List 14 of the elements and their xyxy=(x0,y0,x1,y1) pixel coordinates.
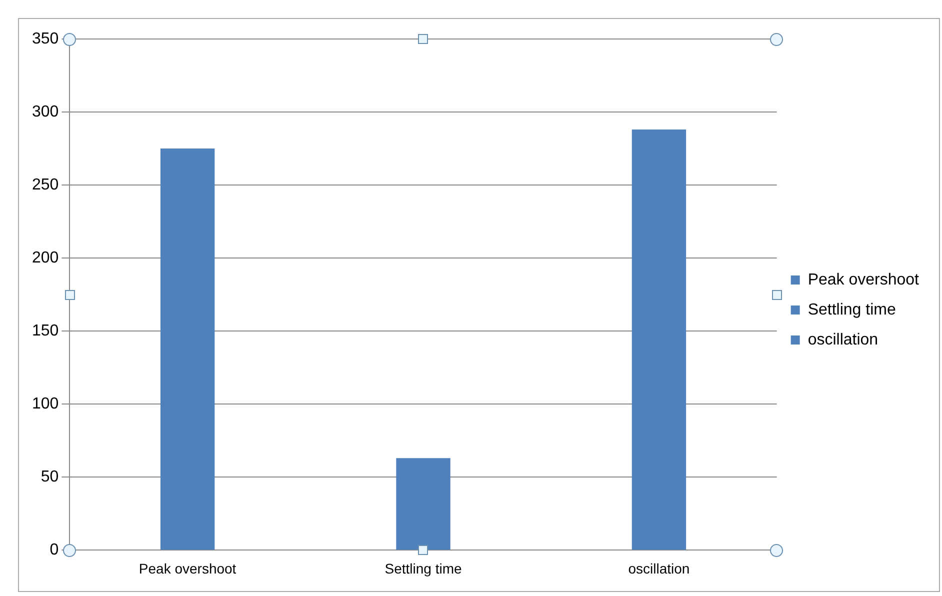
y-tick-label: 200 xyxy=(32,249,59,266)
y-tick-label: 300 xyxy=(32,103,59,120)
x-tick-label: oscillation xyxy=(628,560,690,576)
legend-label: Settling time xyxy=(808,301,896,318)
y-tick-label: 250 xyxy=(32,176,59,194)
y-tick-label: 150 xyxy=(32,322,59,340)
x-tick-label: Settling time xyxy=(384,560,462,576)
y-tick-label: 100 xyxy=(32,396,59,413)
y-tick-label: 350 xyxy=(32,30,59,48)
x-tick-label: Peak overshoot xyxy=(138,560,236,576)
legend-label: oscillation xyxy=(808,331,878,348)
legend-label: Peak overshoot xyxy=(808,271,920,288)
y-tick-label: 50 xyxy=(40,468,59,486)
y-tick-label: 0 xyxy=(50,542,59,559)
